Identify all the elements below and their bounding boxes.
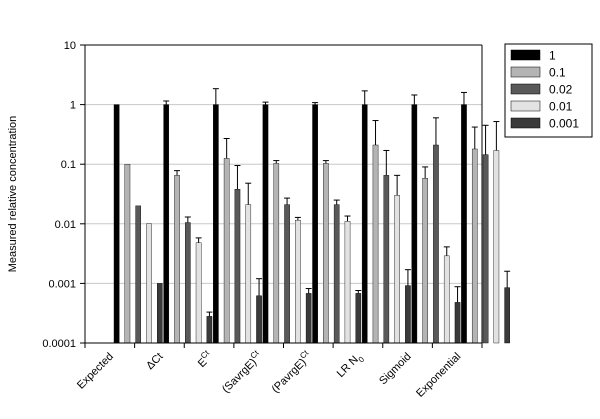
bar-0.01-7	[493, 150, 500, 344]
bar-1-2	[213, 104, 219, 344]
bar-1-1	[163, 104, 170, 344]
legend-label: 0.01	[549, 100, 573, 114]
bar-0.01-0	[146, 223, 152, 344]
bar-0.02-0	[135, 205, 142, 344]
bar-0.01-1	[195, 242, 202, 344]
bar-0.02-5	[383, 175, 390, 344]
legend-swatch	[510, 100, 541, 112]
bar-0.001-3	[305, 293, 312, 344]
bar-0.001-0	[156, 283, 163, 344]
bar-0.01-2	[245, 204, 252, 344]
bar-1-3	[262, 104, 269, 344]
bar-0.001-2	[256, 295, 262, 344]
y-tick-label: 1	[70, 100, 76, 112]
bar-1-7	[461, 104, 467, 344]
legend-swatch	[510, 83, 541, 95]
bar-0.001-5	[405, 285, 411, 344]
y-axis-title: Measured relative concentration	[7, 116, 19, 273]
bar-0.01-4	[344, 221, 351, 344]
bar-0.01-3	[295, 219, 301, 344]
bar-0.02-4	[333, 204, 340, 344]
bar-0.02-7	[482, 154, 489, 344]
y-tick-labels: 10 1 0.1 0.01 0.001 0.0001	[42, 40, 76, 350]
category-label-subscript: 0	[357, 354, 367, 364]
bar-0.1-5	[372, 144, 379, 344]
bar-0.001-4	[355, 293, 362, 344]
bar-0.1-4	[323, 163, 329, 344]
bar-1-6	[411, 104, 418, 344]
y-tick-label: 0.01	[55, 219, 76, 231]
legend-swatch	[510, 49, 541, 61]
bar-0.1-3	[273, 163, 280, 344]
legend-label: 0.001	[549, 117, 579, 131]
bar-1-0	[113, 104, 120, 344]
legend-swatch	[510, 66, 541, 78]
bar-0.02-6	[433, 144, 439, 344]
bar-1-5	[361, 104, 368, 344]
bar-0.1-0	[124, 163, 131, 344]
legend-swatch	[510, 117, 541, 129]
legend: 1 0.1 0.02 0.01 0.001	[504, 43, 593, 138]
legend-label: 0.1	[549, 66, 566, 80]
y-tick-label: 0.0001	[42, 338, 76, 350]
bar-0.1-1	[174, 175, 180, 344]
bar-0.02-3	[284, 204, 290, 344]
y-tick-label: 0.1	[61, 159, 76, 171]
bar-1-4	[312, 104, 318, 344]
bar-0.02-2	[234, 189, 241, 344]
bar-0.01-5	[394, 195, 400, 344]
y-tick-label: 10	[64, 40, 76, 52]
bar-0.1-6	[422, 178, 428, 344]
bar-0.1-2	[223, 158, 230, 344]
bar-0.01-6	[443, 255, 450, 344]
bar-0.001-7	[504, 287, 510, 344]
legend-label: 1	[549, 49, 556, 63]
bar-0.02-1	[185, 222, 191, 344]
legend-label: 0.02	[549, 83, 573, 97]
axes	[80, 44, 483, 348]
bar-0.001-6	[454, 302, 461, 344]
y-tick-label: 0.001	[48, 278, 76, 290]
bar-0.1-7	[471, 148, 478, 344]
bar-0.001-1	[206, 316, 213, 344]
